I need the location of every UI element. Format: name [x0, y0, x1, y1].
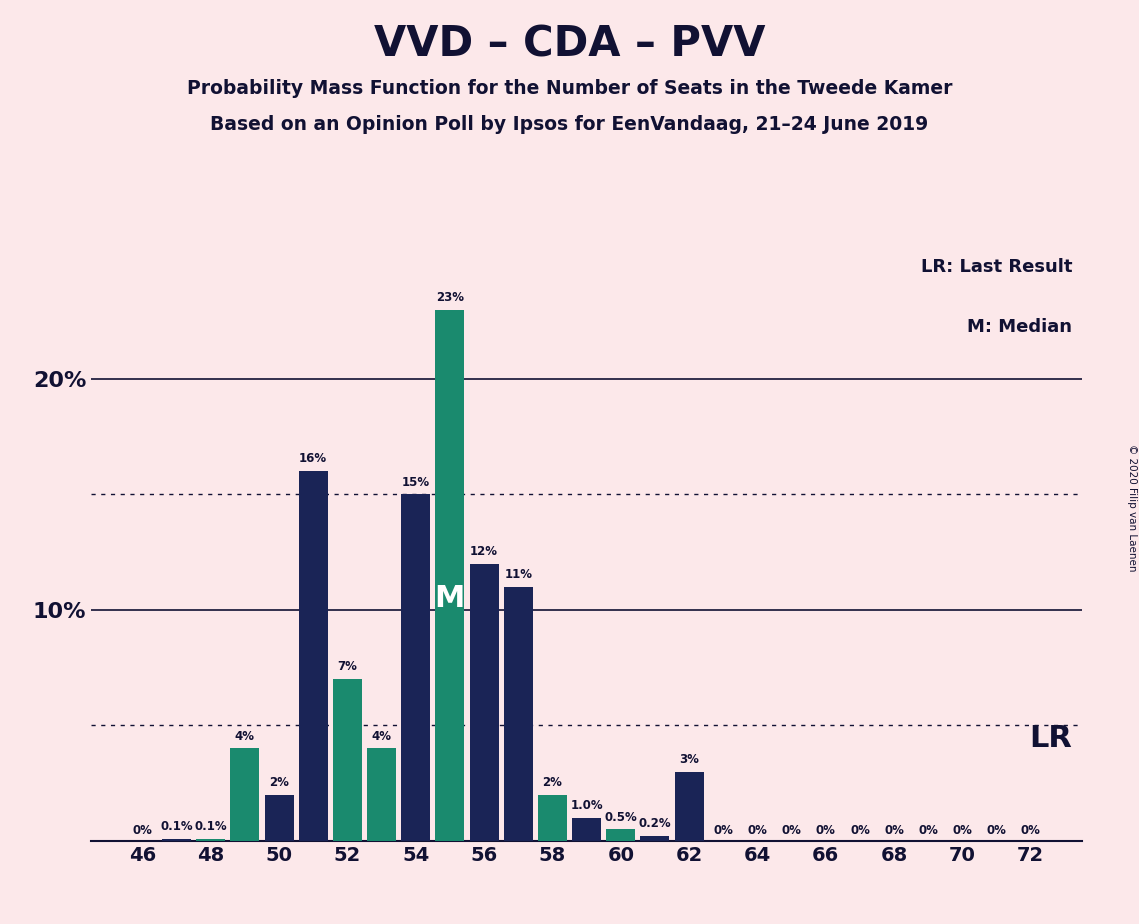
- Text: 1.0%: 1.0%: [571, 799, 603, 812]
- Text: VVD – CDA – PVV: VVD – CDA – PVV: [374, 23, 765, 65]
- Text: © 2020 Filip van Laenen: © 2020 Filip van Laenen: [1126, 444, 1137, 572]
- Text: 0%: 0%: [781, 824, 802, 837]
- Text: 0%: 0%: [1021, 824, 1041, 837]
- Bar: [298, 471, 328, 841]
- Text: M: M: [435, 584, 465, 613]
- Text: 0.2%: 0.2%: [639, 818, 671, 831]
- Text: M: Median: M: Median: [967, 318, 1072, 336]
- Text: Probability Mass Function for the Number of Seats in the Tweede Kamer: Probability Mass Function for the Number…: [187, 79, 952, 98]
- Text: 0.1%: 0.1%: [195, 820, 227, 833]
- Text: 0%: 0%: [713, 824, 734, 837]
- Bar: [264, 795, 294, 841]
- Text: 4%: 4%: [371, 730, 392, 743]
- Bar: [333, 679, 362, 841]
- Text: 2%: 2%: [269, 776, 289, 789]
- Bar: [435, 310, 465, 841]
- Bar: [469, 564, 499, 841]
- Text: 4%: 4%: [235, 730, 255, 743]
- Text: 0%: 0%: [816, 824, 836, 837]
- Text: 23%: 23%: [436, 291, 464, 304]
- Text: 0%: 0%: [986, 824, 1007, 837]
- Text: 12%: 12%: [470, 545, 498, 558]
- Bar: [196, 839, 226, 841]
- Text: 2%: 2%: [542, 776, 563, 789]
- Text: LR: LR: [1030, 724, 1072, 753]
- Bar: [230, 748, 260, 841]
- Text: 7%: 7%: [337, 661, 358, 674]
- Text: 0%: 0%: [747, 824, 768, 837]
- Text: 0.5%: 0.5%: [605, 810, 637, 823]
- Text: 16%: 16%: [300, 453, 327, 466]
- Text: 15%: 15%: [402, 476, 429, 489]
- Bar: [503, 587, 533, 841]
- Text: 0%: 0%: [952, 824, 973, 837]
- Bar: [640, 836, 670, 841]
- Text: 0%: 0%: [850, 824, 870, 837]
- Bar: [606, 830, 636, 841]
- Bar: [401, 494, 431, 841]
- Bar: [367, 748, 396, 841]
- Bar: [674, 772, 704, 841]
- Bar: [572, 818, 601, 841]
- Bar: [538, 795, 567, 841]
- Text: 0%: 0%: [884, 824, 904, 837]
- Text: 0%: 0%: [918, 824, 939, 837]
- Text: 11%: 11%: [505, 568, 532, 581]
- Bar: [162, 839, 191, 841]
- Text: 3%: 3%: [679, 753, 699, 766]
- Text: 0%: 0%: [132, 824, 153, 837]
- Text: LR: Last Result: LR: Last Result: [920, 259, 1072, 276]
- Text: Based on an Opinion Poll by Ipsos for EenVandaag, 21–24 June 2019: Based on an Opinion Poll by Ipsos for Ee…: [211, 116, 928, 135]
- Text: 0.1%: 0.1%: [161, 820, 192, 833]
